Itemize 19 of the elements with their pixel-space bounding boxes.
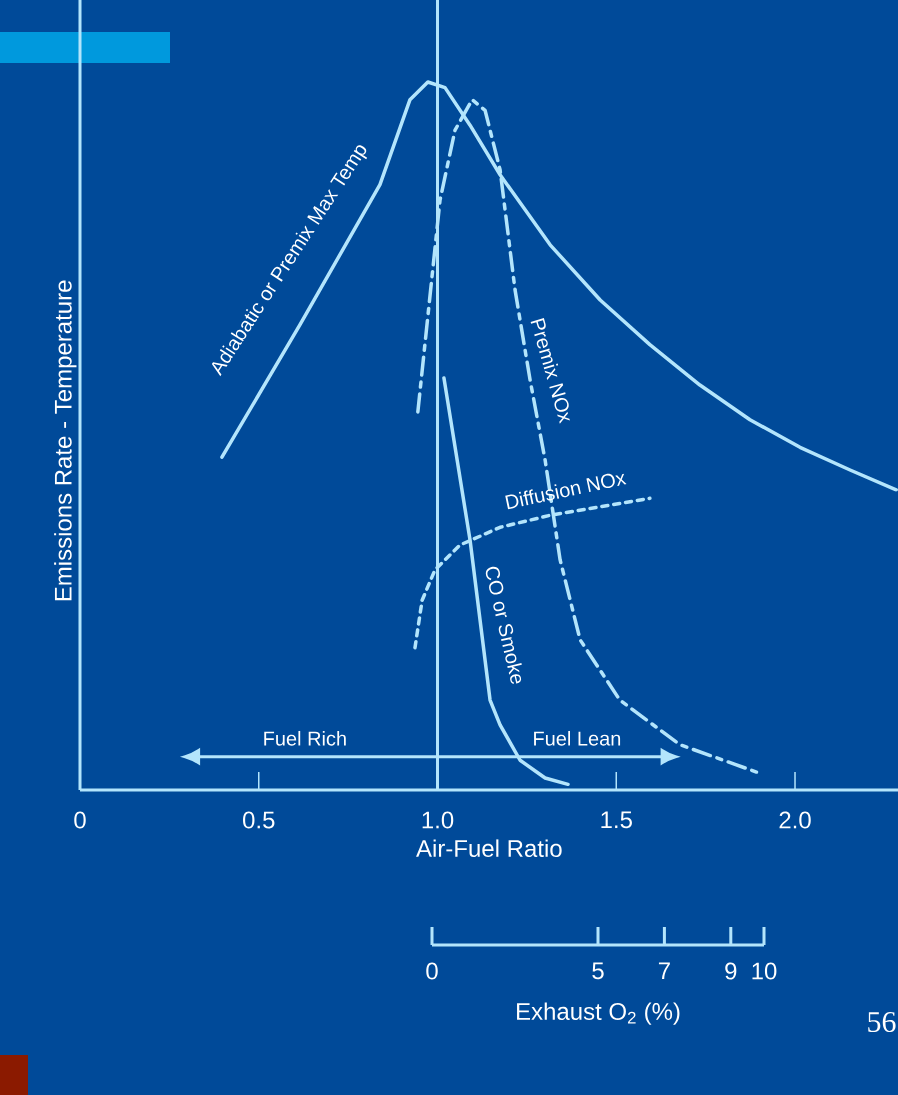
x2-tick-label: 0 [426,962,438,980]
text: Premix NOx [530,318,570,424]
x-tick-label: 1.0 [422,811,454,829]
y-axis-title: Emissions Rate - Temperature [54,280,77,601]
annotation: Fuel Rich [264,730,346,746]
x-axis-title: Air-Fuel Ratio [416,839,562,858]
x2-axis-title: Exhaust O$_{2}$ (%) [517,1002,680,1025]
x2-tick-label: 9 [725,962,737,980]
x-tick-label: 0 [74,811,86,829]
x2-tick-label: 10 [752,962,777,980]
x-tick-label: 0.5 [243,811,275,829]
text: 56 [868,1011,896,1033]
x2-tick-label: 7 [658,962,670,980]
annotation: Fuel Lean [534,730,621,746]
x-tick-label: 1.5 [601,811,632,829]
x-tick-label: 2.0 [779,811,811,829]
text: Diffusion NOx [505,473,627,510]
text: CO or Smoke [485,566,522,684]
x2-tick-label: 5 [592,962,604,980]
